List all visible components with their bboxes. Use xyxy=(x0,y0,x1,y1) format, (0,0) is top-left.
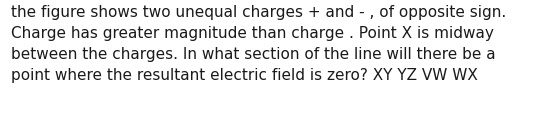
Text: the figure shows two unequal charges + and - , of opposite sign.
Charge has grea: the figure shows two unequal charges + a… xyxy=(11,5,507,83)
